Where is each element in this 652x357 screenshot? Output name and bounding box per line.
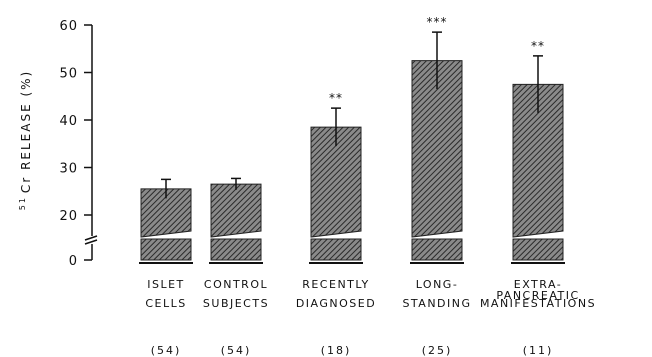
y-tick-label: 60 bbox=[59, 19, 78, 34]
sample-size-label: (54) bbox=[220, 344, 252, 357]
bars: ******* bbox=[139, 15, 565, 264]
category-label-line1: EXTRA-PANCREATIC bbox=[496, 278, 580, 302]
bar bbox=[411, 60, 463, 238]
bar bbox=[512, 83, 564, 238]
bar-lower-segment bbox=[210, 238, 262, 261]
axis-break-mark bbox=[84, 239, 98, 245]
category-label-line1: CONTROL bbox=[203, 278, 269, 291]
y-tick-label: 30 bbox=[59, 162, 78, 177]
bar-group: ** bbox=[309, 91, 363, 264]
y-axis-title-text: Cr RELEASE (%) bbox=[19, 70, 33, 193]
category-label-line2: MANIFESTATIONS bbox=[479, 297, 597, 310]
bar-lower-segment bbox=[512, 238, 564, 261]
sample-size-label: (11) bbox=[522, 344, 554, 357]
category-label-line1: RECENTLY bbox=[302, 278, 370, 291]
y-axis-label: 51 Cr RELEASE (%) bbox=[18, 70, 33, 211]
sample-size-label: (25) bbox=[421, 344, 453, 357]
y-tick-label: 50 bbox=[59, 67, 78, 82]
category-label-line2: SUBJECTS bbox=[202, 297, 270, 310]
bar bbox=[210, 183, 262, 238]
bar-group: *** bbox=[410, 15, 464, 264]
category-label-line1: ISLET bbox=[147, 278, 185, 291]
significance-marker: ** bbox=[531, 39, 545, 53]
bar bbox=[310, 126, 362, 238]
bar-group bbox=[209, 177, 263, 264]
bar bbox=[140, 188, 192, 238]
y-tick-label: 0 bbox=[69, 254, 78, 269]
y-tick-label: 40 bbox=[59, 114, 78, 129]
bar-lower-segment bbox=[310, 238, 362, 261]
axis-break-mark bbox=[84, 235, 98, 241]
bar-group bbox=[139, 178, 193, 264]
bar-lower-segment bbox=[411, 238, 463, 261]
category-label-line2: STANDING bbox=[402, 297, 472, 310]
significance-marker: ** bbox=[329, 91, 343, 105]
category-label-line2: CELLS bbox=[145, 297, 187, 310]
bar-group: ** bbox=[511, 39, 565, 264]
category-label-line1: LONG- bbox=[415, 278, 459, 291]
y-axis: 0 20 30 40 50 60 bbox=[59, 19, 98, 269]
y-axis-title-superscript: 51 bbox=[18, 196, 27, 210]
y-axis-title: 51 Cr RELEASE (%) bbox=[18, 70, 33, 211]
bar-lower-segment bbox=[140, 238, 192, 261]
y-tick-label: 20 bbox=[59, 209, 78, 224]
sample-size-label: (54) bbox=[150, 344, 182, 357]
significance-marker: *** bbox=[427, 15, 448, 29]
category-label-line2: DIAGNOSED bbox=[295, 297, 377, 310]
sample-size-label: (18) bbox=[320, 344, 352, 357]
